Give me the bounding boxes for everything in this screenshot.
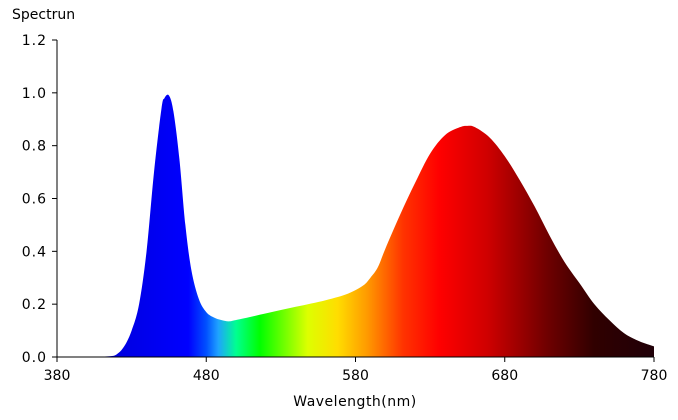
x-axis-title: Wavelength(nm)	[293, 394, 416, 410]
y-tick-label: 1.2	[22, 33, 47, 49]
y-tick-label: 0.6	[22, 192, 47, 208]
x-tick-label: 580	[342, 368, 369, 384]
spectrum-area	[57, 94, 654, 358]
x-axis-ticks: 380 480 580 680 780	[44, 357, 668, 384]
x-tick-label: 780	[641, 368, 668, 384]
y-tick-label: 0.0	[22, 350, 47, 366]
y-tick-label: 0.4	[22, 244, 47, 260]
y-axis-ticks: 0.0 0.2 0.4 0.6 0.8 1.0 1.2	[22, 33, 57, 366]
x-tick-label: 380	[44, 368, 71, 384]
y-tick-label: 1.0	[22, 86, 47, 102]
x-tick-label: 680	[491, 368, 518, 384]
y-tick-label: 0.8	[22, 139, 47, 155]
y-axis-title: Spectrun	[12, 7, 75, 23]
x-tick-label: 480	[193, 368, 220, 384]
y-tick-label: 0.2	[22, 297, 47, 313]
